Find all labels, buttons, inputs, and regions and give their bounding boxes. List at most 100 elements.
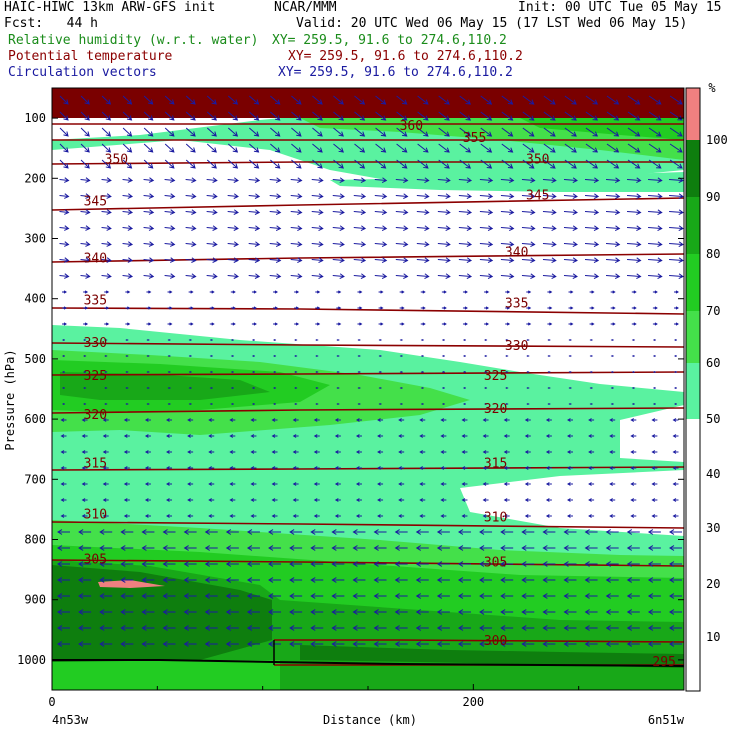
wind-vector: [229, 498, 236, 502]
x-axis: 0 200: [48, 684, 580, 709]
wind-vector: [273, 322, 279, 326]
wind-vector: [461, 466, 468, 470]
wind-vector: [416, 177, 430, 184]
wind-vector: [648, 111, 662, 121]
wind-vector: [146, 354, 150, 358]
wind-vector: [248, 225, 261, 231]
wind-vector: [610, 370, 614, 374]
right-endpoint-label: 6n51w: [648, 713, 685, 727]
wind-vector: [188, 354, 192, 358]
wind-vector: [57, 641, 70, 647]
wind-vector: [250, 418, 257, 422]
wind-vector: [436, 545, 450, 551]
wind-vector: [206, 225, 218, 231]
wind-vector: [333, 127, 344, 137]
wind-vector: [187, 418, 194, 422]
wind-vector: [589, 354, 593, 358]
wind-vector: [331, 641, 345, 647]
wind-vector: [249, 159, 260, 169]
wind-vector: [526, 322, 532, 326]
wind-vector: [332, 257, 345, 263]
wind-vector: [204, 545, 218, 551]
wind-vector: [227, 127, 239, 137]
wind-vector: [521, 529, 535, 535]
wind-vector: [206, 209, 218, 215]
wind-vector: [80, 225, 91, 231]
wind-vector: [610, 306, 616, 310]
wind-vector: [144, 498, 151, 502]
theta-line-320: [51, 407, 685, 414]
wind-vector: [479, 273, 494, 280]
wind-vector: [500, 577, 514, 583]
wind-vector: [626, 609, 640, 615]
wind-vector: [225, 529, 239, 535]
wind-vector: [610, 338, 614, 342]
wind-vector: [166, 482, 173, 486]
y-tick-label: 200: [24, 171, 46, 185]
wind-vector: [672, 450, 679, 454]
wind-vector: [185, 273, 197, 279]
wind-vector: [229, 418, 236, 422]
wind-vector: [185, 159, 196, 169]
wind-vector: [669, 159, 683, 169]
wind-vector: [271, 450, 278, 454]
y-tick-label: 600: [24, 412, 46, 426]
wind-vector: [437, 209, 451, 216]
wind-vector: [420, 322, 426, 326]
wind-vector: [500, 241, 515, 248]
wind-vector: [441, 290, 447, 294]
wind-vector: [310, 593, 324, 599]
wind-vector: [167, 290, 173, 294]
wind-vector: [315, 290, 321, 294]
wind-vector: [120, 609, 134, 615]
wind-vector: [524, 514, 531, 518]
wind-vector: [269, 273, 282, 279]
x-axis-label: Distance (km): [323, 713, 417, 727]
wind-vector: [164, 177, 176, 183]
wind-vector: [588, 514, 595, 518]
wind-vector: [289, 577, 303, 583]
wind-vector: [440, 434, 447, 438]
wind-vector: [336, 402, 340, 406]
wind-vector: [484, 370, 488, 374]
wind-vector: [143, 95, 154, 105]
theta-line-345: [51, 197, 685, 211]
wind-vector: [584, 593, 598, 599]
wind-vector: [81, 418, 88, 422]
wind-vector: [355, 514, 362, 518]
wind-vector: [227, 159, 239, 169]
colorbar-seg-100plus: [686, 88, 700, 140]
wind-vector: [563, 273, 578, 280]
wind-vector: [399, 402, 403, 406]
wind-vector: [626, 593, 640, 599]
wind-vector: [399, 386, 403, 390]
wind-vector: [606, 111, 620, 121]
wind-vector: [585, 111, 599, 121]
wind-vector: [610, 402, 614, 406]
wind-vector: [183, 561, 197, 567]
wind-vector: [123, 482, 130, 486]
wind-vector: [542, 545, 556, 551]
wind-vector: [651, 514, 658, 518]
wind-vector: [584, 561, 598, 567]
wind-vector: [415, 529, 429, 535]
wind-vector: [377, 466, 384, 470]
wind-vector: [568, 338, 572, 342]
wind-vector: [462, 306, 468, 310]
wind-vector: [313, 514, 320, 518]
colorbar-seg-low: [686, 419, 700, 691]
wind-vector: [626, 545, 640, 551]
wind-vector: [99, 609, 113, 615]
wind-vector: [123, 466, 130, 470]
wind-vector: [353, 225, 367, 231]
wind-vector: [81, 434, 88, 438]
wind-vector: [605, 177, 621, 184]
wind-vector: [669, 241, 684, 248]
wind-vector: [336, 370, 340, 374]
wind-vector: [420, 306, 426, 310]
wind-vector: [336, 354, 340, 358]
rh-fill: [52, 88, 684, 690]
wind-vector: [417, 95, 429, 105]
wind-vector: [248, 209, 261, 215]
wind-vector: [125, 402, 129, 406]
